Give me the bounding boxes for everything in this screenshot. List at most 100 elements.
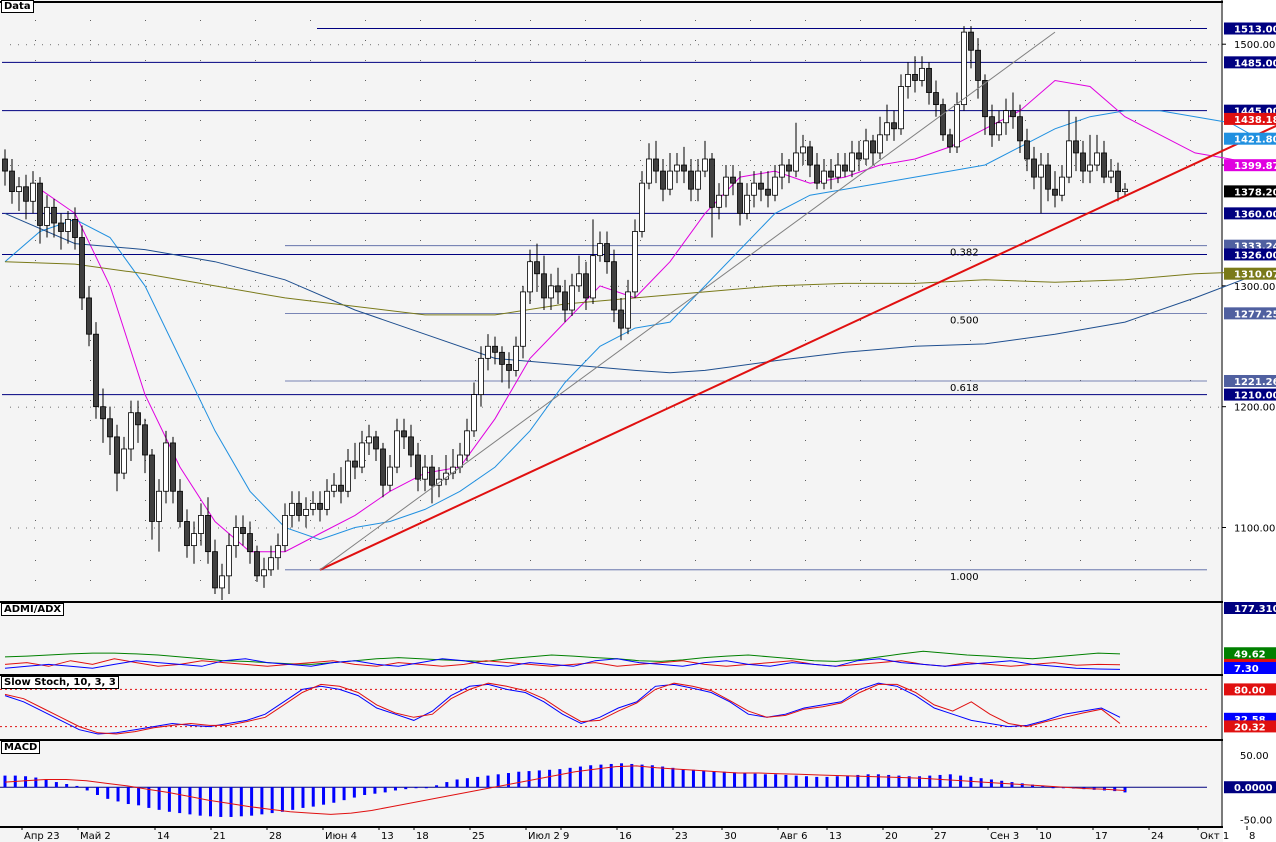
grid-dot xyxy=(378,44,379,46)
grid-dot xyxy=(266,406,267,408)
grid-dot xyxy=(530,60,531,61)
grid-dot xyxy=(860,100,861,101)
grid-dot xyxy=(466,165,467,167)
grid-dot xyxy=(145,340,146,341)
grid-dot xyxy=(986,406,987,408)
x-tick-label: Июл 2 xyxy=(528,831,560,842)
grid-dot xyxy=(354,285,355,287)
grid-dot xyxy=(322,285,323,287)
grid-dot xyxy=(970,540,971,541)
grid-dot xyxy=(365,440,366,441)
grid-dot xyxy=(1190,260,1191,261)
grid-dot xyxy=(1025,480,1026,481)
x-tick-label: 17 xyxy=(1095,831,1108,842)
grid-dot xyxy=(338,165,339,167)
candle-body xyxy=(100,406,106,420)
grid-dot xyxy=(970,200,971,201)
grid-dot xyxy=(154,406,155,408)
grid-dot xyxy=(898,165,899,167)
grid-dot xyxy=(506,527,507,529)
grid-dot xyxy=(514,44,515,46)
grid-dot xyxy=(90,460,91,461)
grid-dot xyxy=(410,44,411,46)
grid-dot xyxy=(1194,406,1195,408)
adx-tag xyxy=(1224,602,1276,614)
grid-dot xyxy=(255,160,256,161)
grid-dot xyxy=(1122,527,1123,529)
adx-tag-label: 177.3100 xyxy=(1234,604,1276,615)
candle-body xyxy=(765,188,771,196)
grid-dot xyxy=(106,285,107,287)
grid-dot xyxy=(860,260,861,261)
grid-dot xyxy=(122,406,123,408)
fibonacci-label: 1.000 xyxy=(950,572,979,583)
grid-dot xyxy=(258,285,259,287)
grid-dot xyxy=(255,60,256,61)
grid-dot xyxy=(594,527,595,529)
grid-dot xyxy=(255,580,256,581)
macd-histogram-bar xyxy=(1020,783,1024,788)
grid-dot xyxy=(530,400,531,401)
grid-dot xyxy=(145,480,146,481)
candle-body xyxy=(485,345,491,359)
candle-body xyxy=(373,436,379,450)
grid-dot xyxy=(1080,520,1081,521)
candle-body xyxy=(149,454,155,522)
grid-dot xyxy=(1034,285,1035,287)
grid-dot xyxy=(1058,285,1059,287)
macd-histogram-bar xyxy=(722,771,726,788)
grid-dot xyxy=(858,44,859,46)
grid-dot xyxy=(1135,280,1136,281)
grid-dot xyxy=(922,406,923,408)
grid-dot xyxy=(1190,180,1191,181)
grid-dot xyxy=(490,44,491,46)
grid-dot xyxy=(434,285,435,287)
macd-histogram-bar xyxy=(548,769,552,788)
grid-dot xyxy=(200,20,201,21)
grid-dot xyxy=(585,360,586,361)
macd-histogram-bar xyxy=(178,787,182,814)
grid-dot xyxy=(714,285,715,287)
candle-body xyxy=(996,122,1002,136)
grid-dot xyxy=(1138,44,1139,46)
macd-histogram-bar xyxy=(3,775,7,788)
grid-dot xyxy=(695,380,696,381)
stoch-tag-label: 20.32 xyxy=(1234,722,1266,733)
macd-histogram-bar xyxy=(65,784,69,788)
grid-dot xyxy=(805,580,806,581)
grid-dot xyxy=(35,320,36,321)
grid-dot xyxy=(26,527,27,529)
y-tick-label: 1500.00 xyxy=(1234,40,1275,51)
grid-dot xyxy=(1114,406,1115,408)
grid-dot xyxy=(90,165,91,167)
candle-body xyxy=(457,454,463,468)
grid-dot xyxy=(365,120,366,121)
grid-dot xyxy=(310,40,311,41)
grid-dot xyxy=(1002,527,1003,529)
grid-dot xyxy=(475,60,476,61)
grid-dot xyxy=(310,400,311,401)
grid-dot xyxy=(530,240,531,241)
grid-dot xyxy=(1135,340,1136,341)
grid-dot xyxy=(365,400,366,401)
grid-dot xyxy=(90,340,91,341)
price-tag-label: 1513.00 xyxy=(1234,24,1276,35)
candle-body xyxy=(723,176,729,196)
grid-dot xyxy=(298,527,299,529)
x-tick-label: 16 xyxy=(619,831,632,842)
grid-dot xyxy=(642,44,643,46)
grid-dot xyxy=(314,165,315,167)
grid-dot xyxy=(586,527,587,529)
grid-dot xyxy=(906,44,907,46)
grid-dot xyxy=(1135,460,1136,461)
grid-dot xyxy=(266,527,267,529)
grid-dot xyxy=(930,165,931,167)
candle-body xyxy=(331,484,337,492)
grid-dot xyxy=(450,165,451,167)
grid-dot xyxy=(310,80,311,81)
grid-dot xyxy=(250,165,251,167)
macd-histogram-bar xyxy=(280,787,284,812)
grid-dot xyxy=(306,527,307,529)
grid-dot xyxy=(1210,527,1211,529)
